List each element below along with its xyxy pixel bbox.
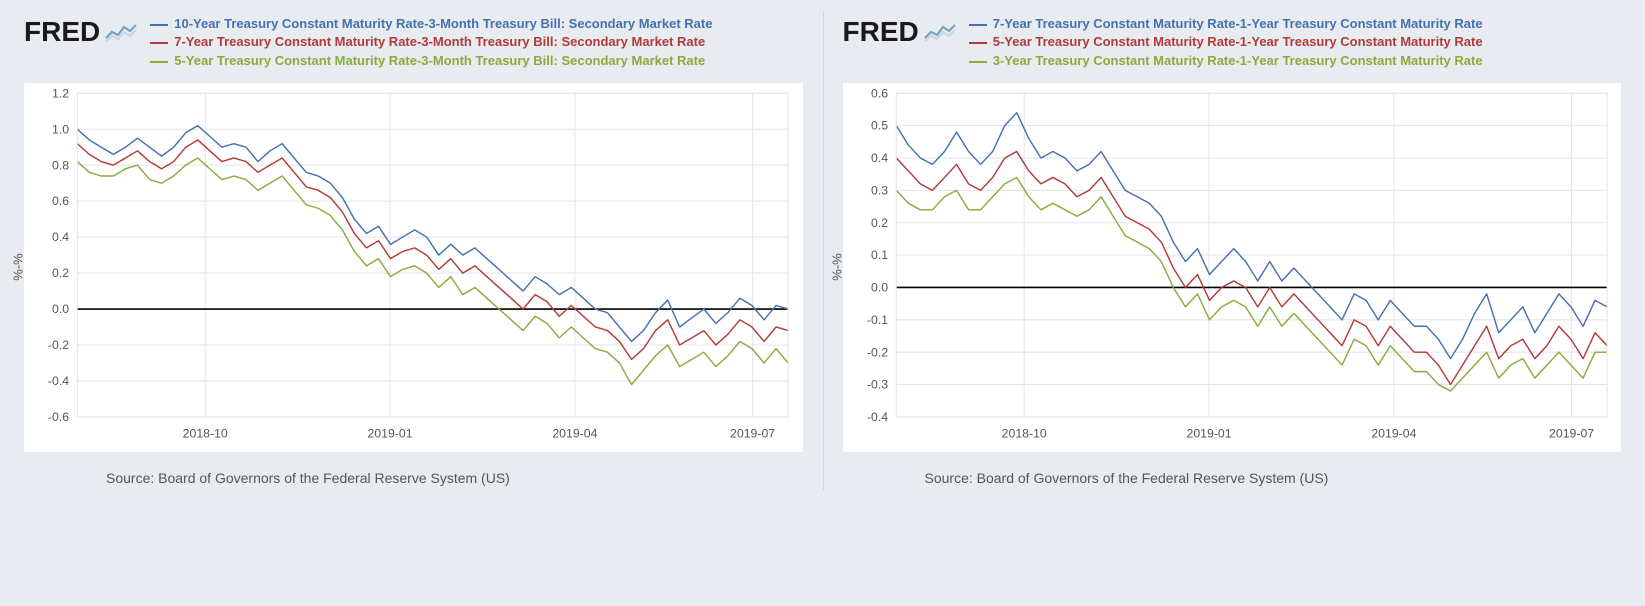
chart-source: Source: Board of Governors of the Federa…	[16, 456, 811, 490]
legend-item: 7-Year Treasury Constant Maturity Rate-1…	[969, 16, 1621, 32]
svg-text:0.4: 0.4	[52, 230, 69, 244]
legend-swatch	[150, 61, 168, 63]
legend-swatch	[969, 24, 987, 26]
svg-text:0.8: 0.8	[52, 158, 69, 172]
svg-text:-0.3: -0.3	[866, 377, 887, 391]
y-axis-label: %-%	[11, 253, 26, 280]
svg-text:0.5: 0.5	[871, 118, 888, 132]
legend-swatch	[150, 42, 168, 44]
legend-swatch	[150, 24, 168, 26]
svg-text:2019-01: 2019-01	[368, 426, 413, 440]
legend-swatch	[969, 61, 987, 63]
chart-source: Source: Board of Governors of the Federa…	[835, 456, 1630, 490]
svg-text:0.4: 0.4	[871, 151, 888, 165]
fred-logo-text: FRED	[24, 16, 100, 48]
legend-label: 5-Year Treasury Constant Maturity Rate-1…	[993, 34, 1483, 50]
svg-text:0.6: 0.6	[871, 86, 888, 100]
svg-text:0.3: 0.3	[871, 183, 888, 197]
svg-text:1.2: 1.2	[52, 86, 69, 100]
svg-text:2018-10: 2018-10	[183, 426, 228, 440]
svg-text:0.2: 0.2	[871, 216, 888, 230]
svg-text:1.0: 1.0	[52, 122, 69, 136]
fred-logo: FRED	[24, 16, 138, 48]
svg-text:0.0: 0.0	[871, 280, 888, 294]
line-chart-icon	[923, 20, 957, 44]
chart-pair: FRED 10-Year Treasury Constant Maturity R…	[0, 0, 1645, 502]
fred-logo-text: FRED	[843, 16, 919, 48]
legend-item: 3-Year Treasury Constant Maturity Rate-1…	[969, 53, 1621, 69]
svg-text:2019-07: 2019-07	[730, 426, 775, 440]
chart-panel: FRED 7-Year Treasury Constant Maturity Ra…	[835, 12, 1630, 490]
svg-text:0.0: 0.0	[52, 302, 69, 316]
y-axis-label: %-%	[829, 253, 844, 280]
panel-header: FRED 7-Year Treasury Constant Maturity Ra…	[835, 12, 1630, 77]
svg-text:0.6: 0.6	[52, 194, 69, 208]
chart-legend: 7-Year Treasury Constant Maturity Rate-1…	[969, 16, 1621, 71]
fred-logo: FRED	[843, 16, 957, 48]
chart-area: %-%-0.4-0.3-0.2-0.10.00.10.20.30.40.50.6…	[843, 83, 1622, 452]
svg-text:2019-04: 2019-04	[1371, 426, 1416, 440]
svg-text:-0.6: -0.6	[48, 410, 69, 424]
chart-panel: FRED 10-Year Treasury Constant Maturity R…	[16, 12, 811, 490]
svg-text:-0.2: -0.2	[866, 345, 887, 359]
chart-area: %-%-0.6-0.4-0.20.00.20.40.60.81.01.22018…	[24, 83, 803, 452]
svg-text:2019-01: 2019-01	[1186, 426, 1231, 440]
svg-text:-0.1: -0.1	[866, 313, 887, 327]
svg-text:-0.4: -0.4	[48, 374, 69, 388]
svg-text:-0.2: -0.2	[48, 338, 69, 352]
legend-item: 10-Year Treasury Constant Maturity Rate-…	[150, 16, 802, 32]
panel-header: FRED 10-Year Treasury Constant Maturity R…	[16, 12, 811, 77]
svg-text:2018-10: 2018-10	[1001, 426, 1046, 440]
chart-legend: 10-Year Treasury Constant Maturity Rate-…	[150, 16, 802, 71]
legend-item: 5-Year Treasury Constant Maturity Rate-3…	[150, 53, 802, 69]
legend-label: 7-Year Treasury Constant Maturity Rate-1…	[993, 16, 1483, 32]
legend-label: 3-Year Treasury Constant Maturity Rate-1…	[993, 53, 1483, 69]
line-chart: -0.4 -0.3 -0.2 -0.1 0.0 0.1 0.2 0.3 0.4 0.5 0.6 201…	[843, 83, 1622, 452]
legend-label: 10-Year Treasury Constant Maturity Rate-…	[174, 16, 712, 32]
line-chart-icon	[104, 20, 138, 44]
svg-text:2019-07: 2019-07	[1549, 426, 1594, 440]
svg-text:-0.4: -0.4	[866, 410, 887, 424]
legend-item: 5-Year Treasury Constant Maturity Rate-1…	[969, 34, 1621, 50]
legend-item: 7-Year Treasury Constant Maturity Rate-3…	[150, 34, 802, 50]
svg-text:0.1: 0.1	[871, 248, 888, 262]
svg-text:2019-04: 2019-04	[552, 426, 597, 440]
legend-label: 7-Year Treasury Constant Maturity Rate-3…	[174, 34, 705, 50]
svg-text:0.2: 0.2	[52, 266, 69, 280]
line-chart: -0.6 -0.4 -0.2 0.0 0.2 0.4 0.6 0.8 1.0 1.2 2018-10…	[24, 83, 803, 452]
legend-label: 5-Year Treasury Constant Maturity Rate-3…	[174, 53, 705, 69]
legend-swatch	[969, 42, 987, 44]
